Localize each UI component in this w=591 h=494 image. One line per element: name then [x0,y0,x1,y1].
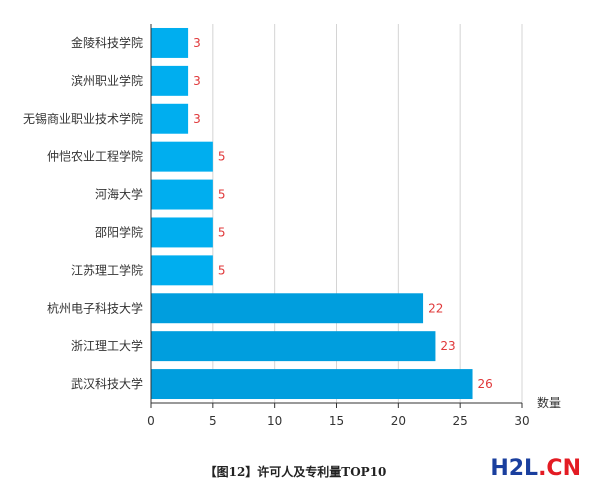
category-label-2: 无锡商业职业技术学院 [23,111,143,126]
category-label-5: 邵阳学院 [95,224,143,239]
bar-1 [151,65,189,96]
data-label-0: 3 [193,36,201,50]
data-label-8: 23 [440,339,455,353]
x-tick-label-1: 5 [209,414,217,428]
category-labels: 金陵科技学院滨州职业学院无锡商业职业技术学院仲恺农业工程学院河海大学邵阳学院江苏… [23,35,143,391]
watermark-part2: .CN [538,456,581,481]
bars [151,27,473,400]
category-label-7: 杭州电子科技大学 [47,300,143,315]
watermark-logo: H2L.CN [490,456,581,481]
data-labels: 3 3 3 5 5 5 5 22 23 26 [193,36,493,391]
data-label-4: 5 [218,188,226,202]
bar-8 [151,331,436,362]
data-label-9: 26 [478,377,493,391]
watermark-part1: H2L [490,456,539,481]
bar-7 [151,293,424,324]
bar-4 [151,179,213,210]
data-label-7: 22 [428,301,443,315]
x-tick-label-0: 0 [147,414,155,428]
x-tick-label-2: 10 [267,414,282,428]
bar-6 [151,255,213,286]
bar-9 [151,369,473,400]
figure-caption: 【图12】许可人及专利量TOP10 [204,465,387,479]
bar-2 [151,103,189,134]
data-label-2: 3 [193,112,201,126]
x-axis-title: 数量 [537,395,561,410]
x-tick-label-3: 15 [329,414,344,428]
category-label-1: 滨州职业学院 [71,73,143,88]
bar-0 [151,27,189,58]
x-tick-label-6: 30 [514,414,529,428]
x-tick-label-4: 20 [391,414,406,428]
data-label-5: 5 [218,225,226,239]
data-label-3: 5 [218,150,226,164]
category-label-0: 金陵科技学院 [71,35,143,50]
bar-5 [151,217,213,248]
x-tick-label-5: 25 [453,414,468,428]
data-label-6: 5 [218,263,226,277]
x-ticks: 0 5 10 15 20 25 30 [147,403,530,428]
bar-3 [151,141,213,172]
category-label-8: 浙江理工大学 [71,338,143,353]
category-label-9: 武汉科技大学 [71,376,143,391]
data-label-1: 3 [193,74,201,88]
category-label-6: 江苏理工学院 [71,262,143,277]
category-label-3: 仲恺农业工程学院 [47,149,143,164]
category-label-4: 河海大学 [95,187,143,202]
